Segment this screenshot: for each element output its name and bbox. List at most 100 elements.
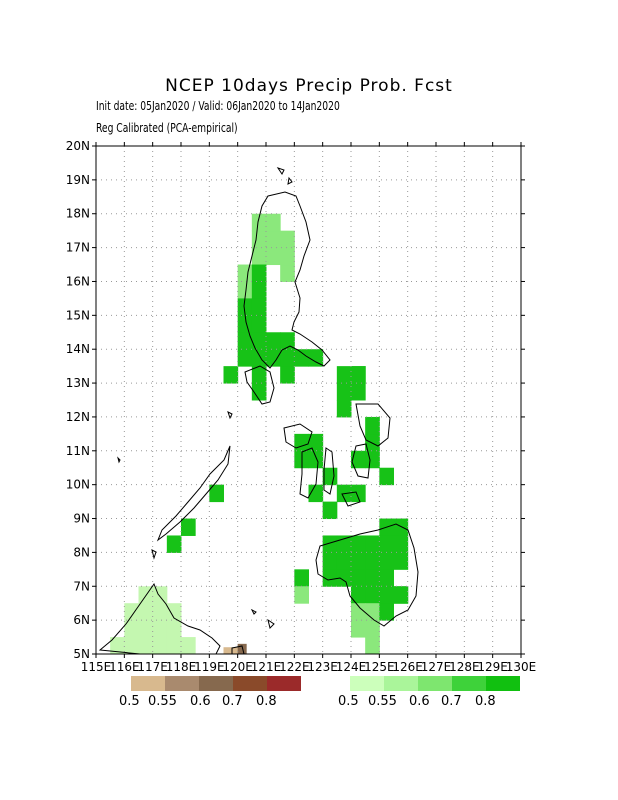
subtitle-method: Reg Calibrated (PCA-empirical) (96, 121, 238, 135)
lat-label: 8N (73, 545, 90, 559)
lon-label: 115E (81, 660, 112, 674)
legend-wet-swatch (384, 676, 418, 691)
probability-cell (138, 620, 154, 638)
probability-cell (251, 349, 267, 367)
probability-cell (351, 366, 366, 384)
probability-cell (365, 535, 380, 553)
probability-cell (280, 230, 295, 249)
lon-label: 129E (477, 660, 508, 674)
probability-cell (365, 637, 380, 655)
probability-cell (251, 315, 267, 333)
probability-cell (166, 535, 182, 553)
legend-wet-label: 0.5 (338, 694, 359, 709)
probability-cell (351, 586, 366, 604)
probability-cell (251, 281, 267, 299)
probability-cell (152, 637, 168, 655)
lat-label: 6N (73, 613, 90, 627)
probability-cell (166, 603, 182, 621)
lon-label: 120E (222, 660, 253, 674)
probability-cell (322, 501, 338, 520)
legend-dry-label: 0.8 (256, 694, 277, 709)
axis-ticks (92, 142, 525, 658)
probability-cell (280, 332, 295, 350)
probability-cell (365, 552, 380, 570)
legend-wet-label: 0.7 (441, 694, 462, 709)
probability-cell (379, 603, 394, 621)
legend-dry-swatch (233, 676, 267, 691)
probability-cell (237, 298, 253, 316)
probability-cell (294, 433, 309, 452)
probability-cell (223, 647, 239, 655)
legend-wet-swatch (486, 676, 520, 691)
legend-dry-swatch (267, 676, 301, 691)
lat-label: 15N (66, 308, 90, 322)
lon-label: 119E (194, 660, 225, 674)
coastline-luzon (243, 191, 331, 369)
probability-cell (365, 433, 380, 452)
probability-cell (251, 332, 267, 350)
probability-cell (351, 450, 366, 469)
probability-cell (308, 433, 324, 452)
probability-cell (308, 450, 324, 469)
probability-cell (138, 603, 154, 621)
probability-cell (266, 230, 281, 249)
probability-cell (124, 603, 139, 621)
coastline-panay (283, 423, 313, 449)
coastline-samar (355, 403, 391, 447)
legend-dry-label: 0.7 (222, 694, 243, 709)
probability-cell (322, 467, 338, 486)
probability-cell (294, 349, 309, 367)
probability-cell (266, 213, 281, 232)
probability-cell (336, 383, 352, 401)
lat-label: 12N (66, 410, 90, 424)
probability-cell (124, 620, 139, 638)
probability-cell (308, 349, 324, 367)
probability-cell (308, 484, 324, 503)
probability-cell (379, 569, 394, 587)
probability-cell (365, 586, 380, 604)
probability-cell (152, 603, 168, 621)
probability-cell (379, 552, 394, 570)
legend-wet-swatch (452, 676, 486, 691)
coastline-palawan (156, 445, 231, 542)
coastline-islets (117, 167, 293, 655)
map-frame (95, 145, 522, 655)
lat-label: 16N (66, 274, 90, 288)
coastline-negros (299, 447, 319, 499)
probability-cell (365, 450, 380, 469)
probability-cell (351, 603, 366, 621)
lon-label: 126E (392, 660, 423, 674)
legend-dry-label: 0.6 (190, 694, 211, 709)
probability-cell (351, 383, 366, 401)
legend-dry-swatch (131, 676, 165, 691)
lat-label: 9N (73, 512, 90, 526)
probability-cell (365, 603, 380, 621)
lon-label: 117E (137, 660, 168, 674)
probability-cell (266, 332, 281, 350)
probability-cell (166, 637, 182, 655)
lat-label: 18N (66, 207, 90, 221)
probability-cell (379, 586, 394, 604)
probability-cell (322, 569, 338, 587)
lon-label: 118E (166, 660, 197, 674)
probability-cell (393, 586, 409, 604)
probability-cell (166, 620, 182, 638)
lon-label: 124E (336, 660, 367, 674)
probability-cell (152, 586, 168, 604)
coastline-cebu (323, 447, 335, 495)
probability-cell (266, 349, 281, 367)
legend-wet-label: 0.55 (368, 694, 397, 709)
grid-lines (96, 146, 521, 654)
probability-cell (393, 552, 409, 570)
lon-label: 123E (307, 660, 338, 674)
lon-label: 116E (109, 660, 140, 674)
probability-cell (351, 552, 366, 570)
probability-cell (280, 349, 295, 367)
probability-cell (251, 213, 267, 232)
lon-label: 122E (279, 660, 310, 674)
coastline-bohol (341, 491, 361, 507)
lat-label: 10N (66, 478, 90, 492)
probability-cell (336, 366, 352, 384)
lat-label: 5N (73, 647, 90, 661)
